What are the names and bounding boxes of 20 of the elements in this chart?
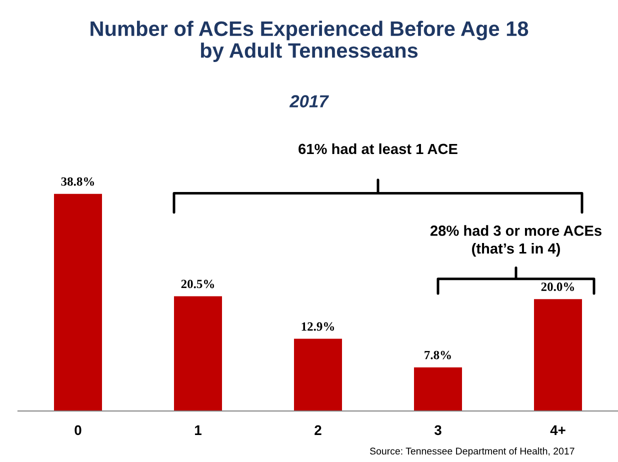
x-tick-label: 1 xyxy=(195,425,202,435)
data-label: 20.0% xyxy=(541,282,574,292)
bar xyxy=(534,299,582,411)
bar xyxy=(174,296,222,411)
data-label: 12.9% xyxy=(302,322,334,331)
bar xyxy=(294,338,342,411)
x-tick-label: 2 xyxy=(314,425,322,435)
bar xyxy=(414,367,462,411)
bar xyxy=(54,194,102,411)
source-note: Source: Tennessee Department of Health, 2017 xyxy=(370,447,574,456)
data-label: 7.8% xyxy=(424,350,451,360)
chart-subtitle: 2017 xyxy=(289,95,329,108)
annotation: 28% had 3 or more ACEs (that’s 1 in 4) xyxy=(430,225,602,257)
x-tick-label: 0 xyxy=(74,425,82,436)
x-tick-label: 3 xyxy=(434,425,442,436)
text: 61% had at least 1 ACE xyxy=(298,143,458,154)
data-label: 38.8% xyxy=(61,177,94,186)
data-label: 20.5% xyxy=(181,280,214,288)
chart-title: Number of ACEs Experienced Before Age 18 by Adult Tennesseans xyxy=(90,20,528,62)
x-tick-label: 4+ xyxy=(550,425,566,435)
